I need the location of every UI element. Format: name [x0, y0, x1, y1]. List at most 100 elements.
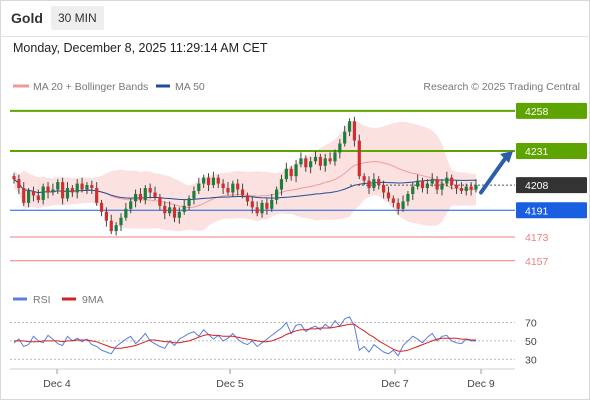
- candle-body: [464, 186, 468, 192]
- candle-body: [270, 199, 274, 209]
- candle-body: [80, 183, 84, 190]
- level-tag-4231: [516, 142, 587, 159]
- candle-body: [12, 176, 16, 180]
- candle-body: [22, 188, 26, 203]
- credit-text: Research © 2025 Trading Central: [423, 81, 580, 93]
- candle-body: [416, 180, 420, 187]
- x-tick-label: Dec 5: [216, 378, 244, 390]
- candle-body: [250, 201, 254, 208]
- candle-body: [377, 179, 381, 186]
- forecast-arrow-head: [500, 150, 513, 163]
- candle-body: [245, 195, 250, 202]
- candle-body: [459, 188, 464, 192]
- candle-body: [26, 191, 31, 203]
- candle-body: [168, 207, 172, 214]
- candle-body: [474, 185, 478, 190]
- candle-body: [255, 207, 259, 214]
- candle-body: [187, 198, 191, 206]
- candle-body: [391, 198, 395, 203]
- forecast-arrow-shaft: [479, 153, 509, 195]
- candle-body: [206, 177, 211, 186]
- candle-body: [85, 185, 89, 190]
- candle-body: [133, 193, 138, 202]
- candle-body: [226, 188, 230, 193]
- rsi-plot: 70 50 30: [10, 316, 537, 366]
- candle-body: [172, 207, 177, 218]
- candle-body: [323, 158, 327, 166]
- candle-body: [99, 202, 104, 212]
- level-label-4208: 4208: [525, 180, 549, 192]
- header-divider: [0, 36, 590, 37]
- x-axis: Dec 4 Dec 5 Dec 7 Dec 9: [43, 369, 495, 390]
- candle-body: [435, 179, 439, 190]
- symbol-title: Gold: [11, 10, 43, 26]
- candle-body: [420, 180, 425, 189]
- x-tick-label: Dec 4: [43, 378, 71, 390]
- price-plot: 4258 4231 4208 4191 4173 4157: [10, 102, 587, 268]
- candle-body: [299, 158, 303, 165]
- candle-body: [430, 179, 434, 184]
- level-tag-4191: [516, 202, 587, 219]
- candle-body: [362, 176, 366, 181]
- candle-body: [231, 183, 235, 193]
- candle-body: [469, 186, 473, 190]
- ma50-legend-label: MA 50: [175, 81, 205, 93]
- candle-body: [36, 195, 40, 200]
- candle-body: [367, 180, 371, 189]
- candle-body: [386, 192, 391, 199]
- candle-body: [75, 183, 79, 193]
- candle-body: [124, 208, 128, 218]
- rsi-tick-label: 50: [525, 336, 537, 348]
- level-label-4258: 4258: [525, 106, 549, 118]
- rsi-ma-line: [14, 323, 476, 352]
- rsi-line: [13, 316, 476, 357]
- candle-body: [46, 186, 50, 193]
- candle-body: [382, 185, 386, 193]
- level-tag-4208: [516, 177, 587, 194]
- candle-body: [279, 179, 284, 190]
- candle-body: [177, 211, 181, 218]
- x-tick-label: Dec 9: [467, 378, 495, 390]
- x-tick-label: Dec 7: [381, 378, 409, 390]
- candle-body: [333, 152, 337, 162]
- candle-body: [396, 202, 400, 209]
- candle-body: [372, 179, 376, 189]
- candle-body: [70, 188, 74, 193]
- candle-body: [260, 202, 264, 214]
- candle-body: [440, 183, 444, 190]
- rsi-legend: RSI 9MA: [13, 294, 104, 306]
- candle-body: [216, 177, 220, 184]
- interval-badge[interactable]: 30 MIN: [51, 6, 104, 30]
- timestamp: Monday, December 8, 2025 11:29:14 AM CET: [13, 41, 268, 55]
- candle-body: [221, 183, 225, 189]
- candle-body: [163, 205, 167, 214]
- candle-body: [289, 168, 293, 177]
- rsi-tick-label: 30: [525, 354, 537, 366]
- candle-body: [454, 185, 459, 189]
- level-label-4173: 4173: [525, 232, 549, 244]
- candle-body: [352, 121, 357, 141]
- candle-body: [148, 188, 152, 193]
- candle-body: [119, 217, 123, 226]
- candle-body: [240, 189, 245, 196]
- candle-body: [343, 131, 347, 144]
- candle-body: [197, 183, 201, 192]
- candle-body: [313, 156, 318, 162]
- candle-body: [192, 191, 196, 199]
- chart-header: Gold 30 MIN: [0, 0, 590, 36]
- ma9-legend-label: 9MA: [82, 294, 104, 306]
- candle-body: [158, 196, 162, 206]
- rsi-legend-label: RSI: [33, 294, 51, 306]
- candle-body: [318, 156, 322, 166]
- bollinger-band-fill: [14, 120, 476, 232]
- candle-body: [450, 177, 454, 186]
- candle-body: [153, 192, 157, 197]
- candle-body: [182, 205, 186, 212]
- candle-body: [95, 188, 99, 203]
- candle-body: [202, 177, 206, 184]
- candle-body: [328, 158, 332, 162]
- candle-body: [357, 140, 361, 177]
- level-label-4157: 4157: [525, 256, 549, 268]
- candle-body: [31, 191, 36, 196]
